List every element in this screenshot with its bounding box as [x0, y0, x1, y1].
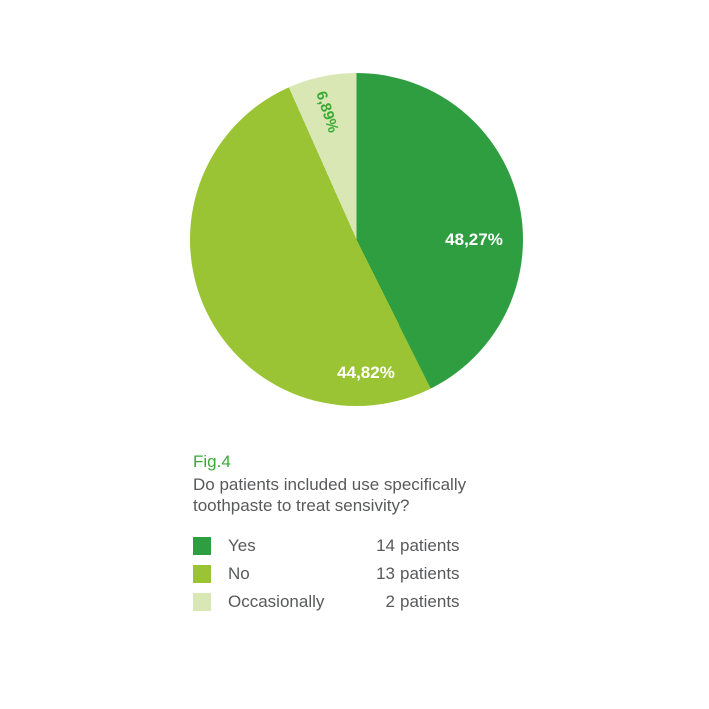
legend-row-occasionally: Occasionally 2 patients — [193, 592, 460, 612]
legend-row-no: No 13 patients — [193, 564, 460, 584]
pie-label-yes: 48,27% — [445, 230, 503, 249]
pie-chart: 48,27% 44,82% 6,89% — [190, 73, 523, 406]
legend-unit-yes: patients — [400, 536, 460, 555]
legend: Yes 14 patients No 13 patients Occasionall… — [193, 536, 460, 621]
legend-swatch-no — [193, 565, 211, 583]
legend-unit-no: patients — [400, 564, 460, 583]
legend-value-no: 13 patients — [375, 564, 460, 584]
legend-label-no: No — [228, 564, 250, 583]
legend-label-yes: Yes — [228, 536, 256, 555]
legend-value-occasionally: 2 patients — [375, 592, 460, 612]
legend-value-yes: 14 patients — [375, 536, 460, 556]
legend-label-occasionally: Occasionally — [228, 592, 325, 611]
legend-row-yes: Yes 14 patients — [193, 536, 460, 556]
question-line-2: toothpaste to treat sensivity? — [193, 496, 410, 515]
legend-unit-occasionally: patients — [400, 592, 460, 611]
figure-number: Fig.4 — [193, 452, 231, 471]
legend-swatch-yes — [193, 537, 211, 555]
legend-swatch-occasionally — [193, 593, 211, 611]
pie-circle — [190, 73, 523, 406]
figure-caption: Fig.4 Do patients included use specifica… — [193, 451, 466, 516]
pie-label-no: 44,82% — [337, 363, 395, 382]
legend-count-occasionally: 2 — [385, 592, 395, 611]
figure-question: Do patients included use specifically to… — [193, 474, 466, 516]
legend-count-yes: 14 — [376, 536, 395, 555]
question-line-1: Do patients included use specifically — [193, 475, 467, 494]
legend-count-no: 13 — [376, 564, 395, 583]
